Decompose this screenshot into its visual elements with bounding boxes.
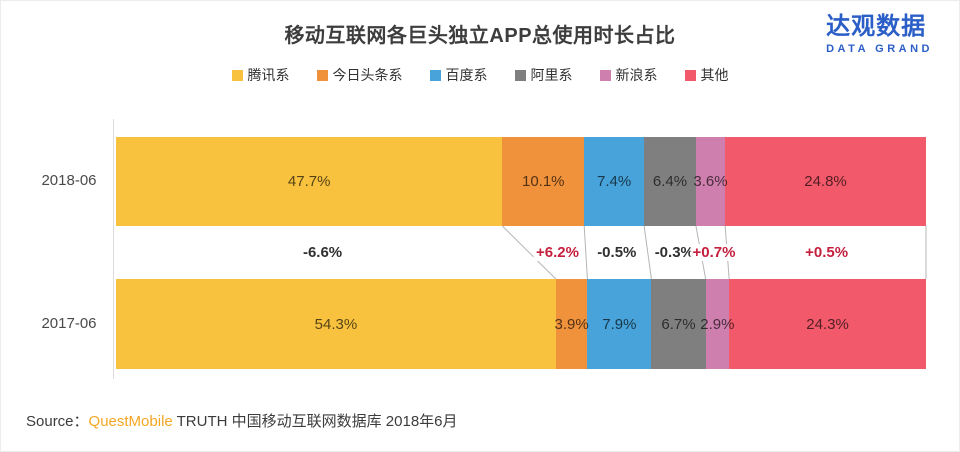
bar-segment-2017-06-百度系: 7.9% [587, 279, 652, 369]
bar-segment-label: 6.4% [652, 173, 688, 190]
legend-item: 其他 [684, 65, 729, 85]
source-line: Source：QuestMobile TRUTH 中国移动互联网数据库 2018… [26, 410, 458, 431]
bar-segment-label: 7.4% [597, 173, 632, 190]
change-label: +0.7% [690, 243, 738, 261]
bar-segment-2018-06-阿里系: 6.4% [644, 137, 696, 226]
legend-item: 今日头条系 [316, 65, 403, 85]
bar-segment-2018-06-新浪系: 3.6% [693, 137, 728, 226]
legend-item: 新浪系 [599, 65, 658, 85]
legend-label: 百度系 [445, 67, 488, 83]
brand-logo-en: DATA GRAND [826, 43, 933, 55]
bar-2018-06: 47.7% 10.1% 7.4% 6.4% 3.6% 24.8% [116, 137, 926, 226]
source-prefix: Source： [26, 413, 89, 430]
legend-swatch [429, 69, 441, 81]
bar-segment-label: 6.7% [661, 315, 696, 333]
bar-segment-label: 47.7% [287, 173, 331, 190]
bar-segment-2018-06-腾讯系: 47.7% [116, 137, 503, 226]
legend-label: 今日头条系 [332, 67, 403, 83]
legend-swatch [599, 69, 611, 81]
legend-item: 腾讯系 [231, 65, 290, 85]
legend-label: 阿里系 [530, 67, 573, 83]
legend-swatch [514, 69, 526, 81]
chart-title: 移动互联网各巨头独立APP总使用时长占比 [284, 25, 676, 47]
legend-item: 阿里系 [514, 65, 573, 85]
source-brand: QuestMobile [88, 413, 173, 430]
legend-item: 百度系 [429, 65, 488, 85]
change-label: -0.3% [652, 243, 696, 261]
legend-swatch [316, 69, 328, 81]
bar-segment-label: 2.9% [700, 315, 735, 333]
bar-segment-label: 54.3% [314, 315, 358, 333]
bar-segment-2018-06-百度系: 7.4% [584, 137, 645, 226]
brand-logo: 达观数据 DATA GRAND [826, 13, 933, 55]
legend-swatch [684, 69, 696, 81]
bar-segment-label: 24.3% [806, 315, 849, 333]
bar-2017-06: 54.3% 3.9% 7.9% 6.7% 2.9% 24.3% [116, 279, 926, 369]
bar-segment-2017-06-其他: 24.3% [729, 279, 926, 369]
legend: 腾讯系 今日头条系 百度系 阿里系 新浪系 其他 [1, 65, 959, 85]
bar-segment-label: 3.6% [693, 173, 728, 190]
bar-segment-label: 10.1% [521, 173, 565, 190]
legend-label: 其他 [700, 67, 729, 83]
bar-segment-label: 7.9% [602, 315, 637, 333]
legend-label: 腾讯系 [247, 67, 290, 83]
change-label: +0.5% [803, 243, 851, 261]
bar-segment-2017-06-今日头条系: 3.9% [554, 279, 589, 369]
change-label: -6.6% [300, 243, 345, 261]
bar-segment-label: 24.8% [804, 173, 847, 190]
change-label: +6.2% [533, 243, 581, 261]
row-label-2017-06: 2017-06 [41, 315, 97, 332]
bar-segment-2018-06-其他: 24.8% [725, 137, 926, 226]
legend-swatch [231, 69, 243, 81]
bar-segment-2018-06-今日头条系: 10.1% [502, 137, 585, 226]
row-label-2018-06: 2018-06 [41, 172, 97, 189]
bar-segment-2017-06-腾讯系: 54.3% [116, 279, 556, 369]
bar-segment-label: 3.9% [554, 315, 589, 333]
change-label: -0.5% [595, 243, 639, 261]
bar-segment-2017-06-新浪系: 2.9% [700, 279, 735, 369]
legend-label: 新浪系 [615, 67, 658, 83]
source-rest: TRUTH 中国移动互联网数据库 2018年6月 [172, 413, 458, 430]
brand-logo-cn: 达观数据 [826, 13, 927, 40]
bar-segment-2017-06-阿里系: 6.7% [651, 279, 706, 369]
y-axis-line [113, 119, 114, 379]
